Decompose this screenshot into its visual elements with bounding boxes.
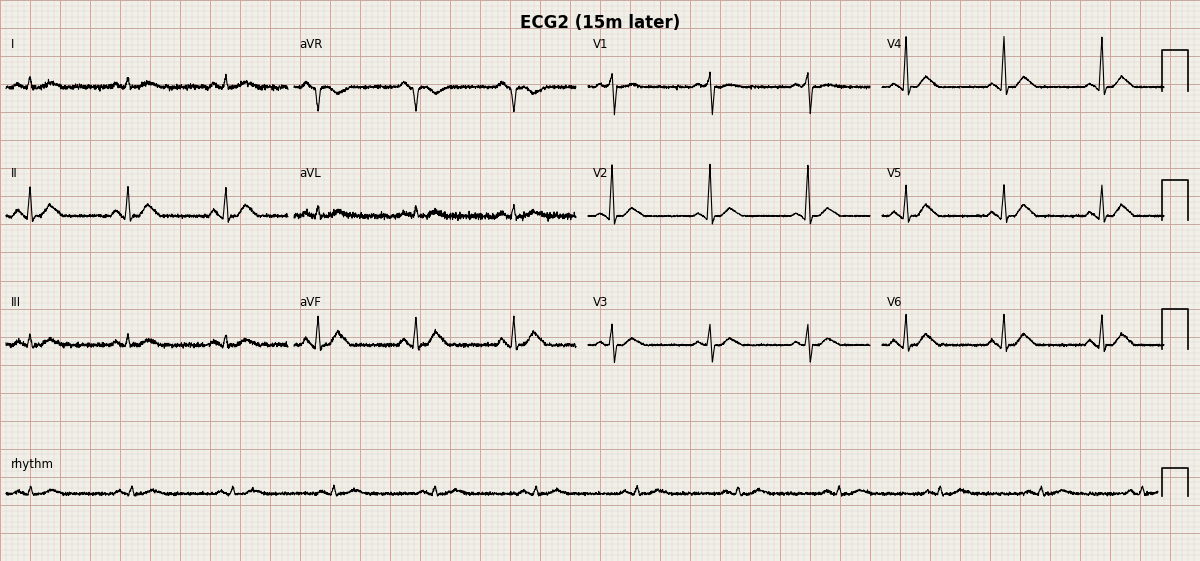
Text: V4: V4 <box>887 38 902 50</box>
Text: rhythm: rhythm <box>11 458 54 471</box>
Text: I: I <box>11 38 14 50</box>
Text: ECG2 (15m later): ECG2 (15m later) <box>520 14 680 32</box>
Text: V6: V6 <box>887 296 902 309</box>
Text: V2: V2 <box>593 167 608 180</box>
Text: aVL: aVL <box>299 167 320 180</box>
Text: II: II <box>11 167 18 180</box>
Text: aVF: aVF <box>299 296 320 309</box>
Text: V1: V1 <box>593 38 608 50</box>
Text: III: III <box>11 296 20 309</box>
Text: V3: V3 <box>593 296 608 309</box>
Text: V5: V5 <box>887 167 902 180</box>
Text: aVR: aVR <box>299 38 322 50</box>
